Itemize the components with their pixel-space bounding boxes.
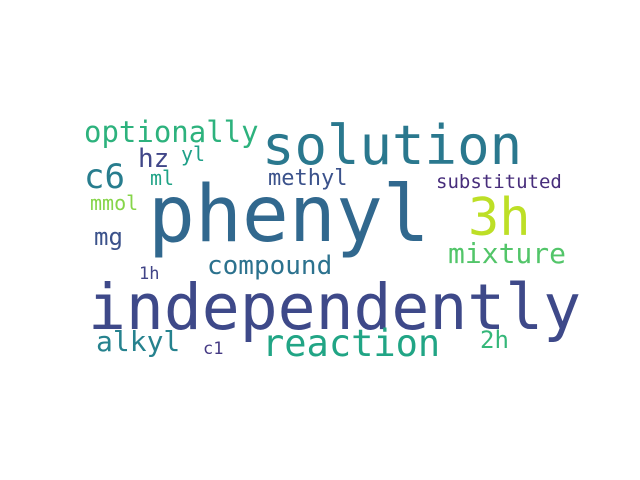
- word-methyl: methyl: [268, 168, 347, 190]
- word-2h: 2h: [480, 328, 509, 352]
- word-optionally: optionally: [84, 118, 259, 147]
- word-mixture: mixture: [448, 240, 566, 268]
- word-ml: ml: [150, 168, 174, 188]
- word-mmol: mmol: [90, 193, 138, 213]
- word-c6: c6: [84, 160, 125, 194]
- word-alkyl: alkyl: [96, 328, 180, 356]
- word-compound: compound: [207, 253, 332, 279]
- word-reaction: reaction: [262, 325, 440, 362]
- word-c1: c1: [203, 341, 223, 358]
- word-substituted: substituted: [436, 173, 562, 192]
- word-solution: solution: [262, 119, 522, 173]
- word-yl: yl: [181, 144, 205, 164]
- word-mg: mg: [94, 225, 123, 249]
- word-1h: 1h: [139, 266, 159, 283]
